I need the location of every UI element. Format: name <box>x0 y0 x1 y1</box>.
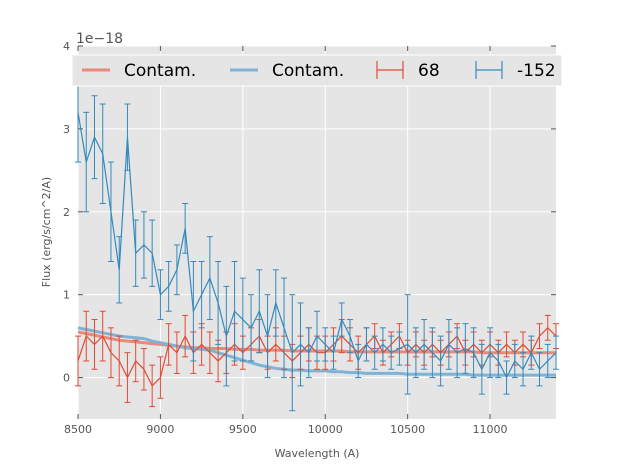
x-tick-label: 11000 <box>473 423 508 436</box>
legend-marker-2 <box>376 61 404 79</box>
y-offset-label: 1e−18 <box>76 31 123 47</box>
y-tick-label: 0 <box>63 372 70 385</box>
y-tick-label: 3 <box>63 123 70 136</box>
x-axis-label: Wavelength (A) <box>275 447 360 460</box>
contam-line-1 <box>77 326 556 377</box>
ticks: 8500 9000 9500 10000 10500 11000 0 1 2 3 4 <box>63 40 556 436</box>
grid <box>77 45 556 419</box>
data-line-3 <box>77 112 557 379</box>
legend-label-3: -152 <box>517 61 556 81</box>
legend-label-1: Contam. <box>272 61 344 81</box>
y-axis-label: Flux (erg/s/cm^2/A) <box>40 177 53 287</box>
x-tick-label: 10000 <box>308 423 343 436</box>
series-layer <box>75 62 559 412</box>
y-tick-label: 2 <box>63 206 70 219</box>
x-tick-label: 9500 <box>229 423 257 436</box>
legend-label-0: Contam. <box>124 61 196 81</box>
legend-label-2: 68 <box>418 61 440 81</box>
x-tick-label: 10500 <box>390 423 425 436</box>
legend-marker-3 <box>475 61 503 79</box>
legend: Contam. Contam. 68 -152 <box>71 54 563 87</box>
y-tick-label: 1 <box>63 289 70 302</box>
x-tick-label: 9000 <box>146 423 174 436</box>
x-tick-label: 8500 <box>64 423 92 436</box>
y-tick-label: 4 <box>63 40 70 53</box>
